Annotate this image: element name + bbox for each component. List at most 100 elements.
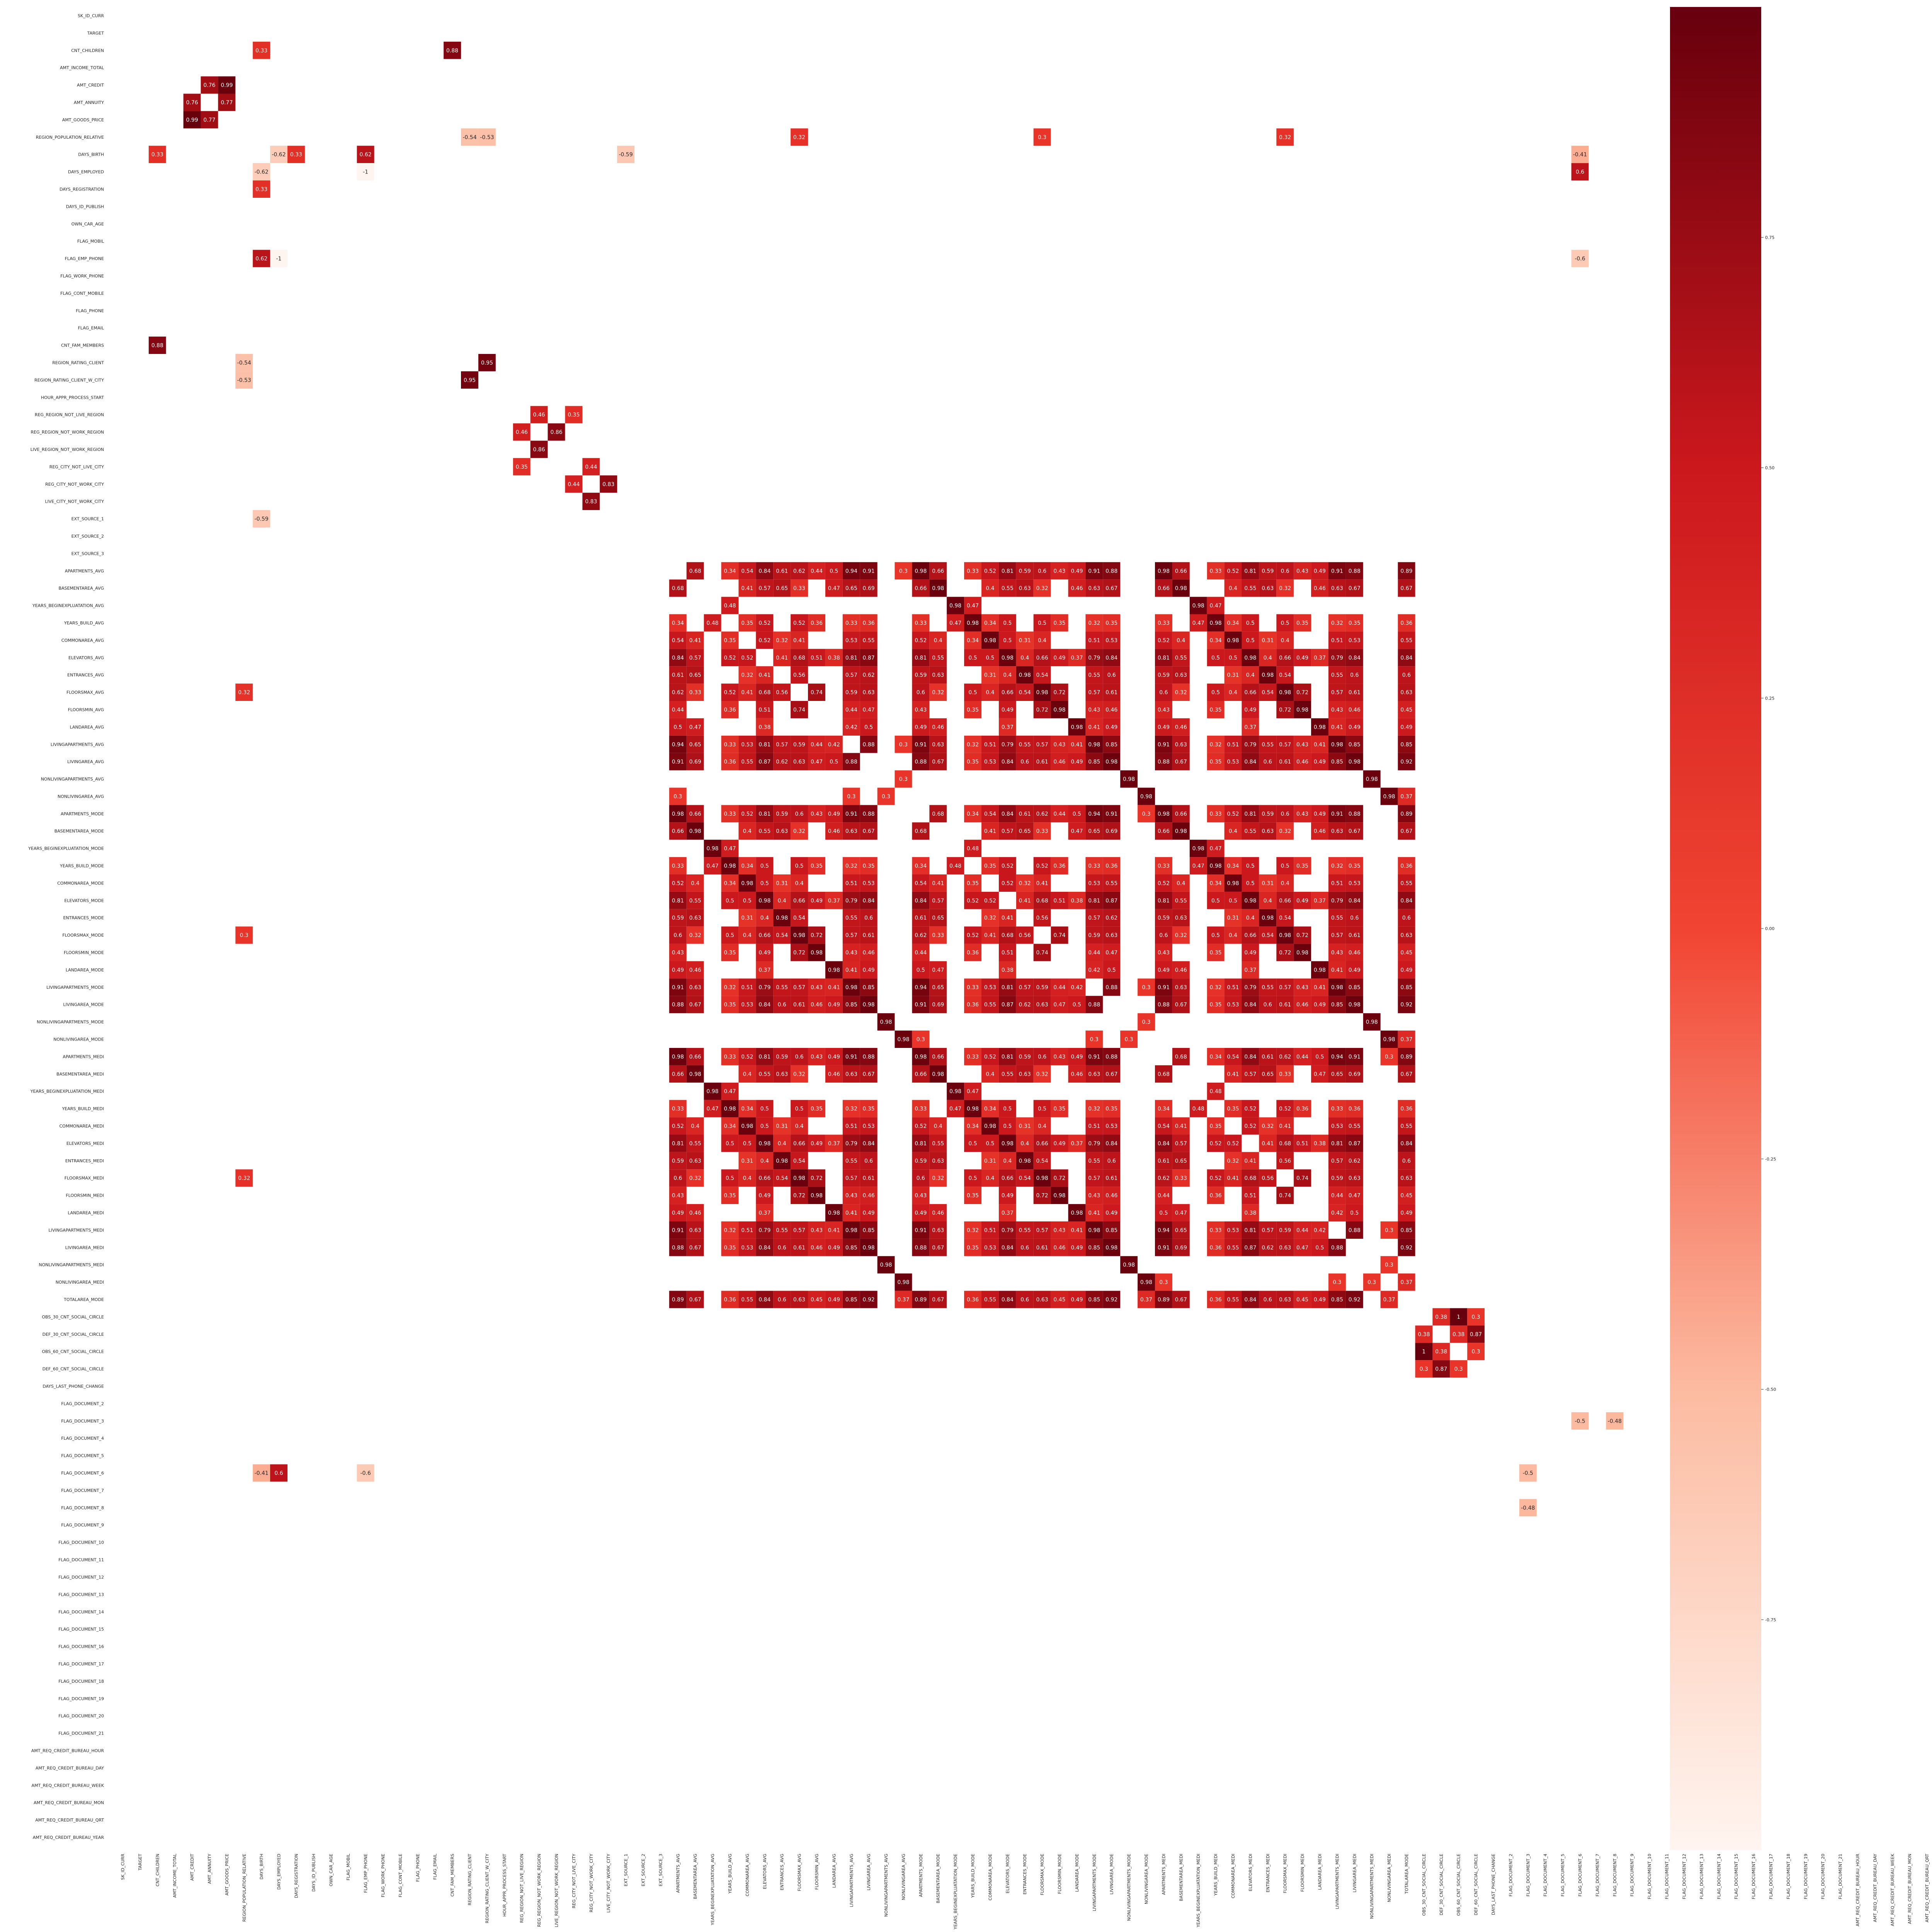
heatmap-cell [1085,718,1103,736]
heatmap-cell [1155,579,1172,597]
cell-value-label: 0.3 [899,742,908,748]
heatmap-cell [929,1117,947,1135]
heatmap-cell [669,701,687,718]
cell-value-label: 0.88 [1105,985,1117,991]
cell-value-label: 0.74 [811,690,823,696]
heatmap-cell [929,909,947,927]
heatmap-cell [825,753,843,770]
heatmap-cell [842,874,860,892]
cell-value-label: 0.51 [1002,950,1014,956]
x-tick-label: YEARS_BEGINEXPLUATATION_AVG [710,1854,715,1925]
x-tick-label: FLAG_DOCUMENT_21 [1838,1854,1843,1899]
y-tick-label: COMMONAREA_AVG [61,638,104,643]
heatmap-cell [1033,1117,1051,1135]
heatmap-cell [998,926,1016,944]
heatmap-cell [1398,926,1415,944]
heatmap-cell [756,891,774,909]
heatmap-cell [998,909,1016,927]
cell-value-label: 0.63 [1105,932,1117,939]
cell-value-label: 0.37 [1071,1141,1083,1147]
heatmap-cell [1242,909,1259,927]
cell-value-label: 0.41 [845,967,857,973]
cell-value-label: 0.66 [793,1141,805,1147]
heatmap-cell [738,996,756,1014]
heatmap-cell [1380,1048,1398,1065]
cell-value-label: 0.52 [1244,1123,1256,1129]
cell-value-label: 0.67 [1175,1297,1187,1303]
cell-value-label: 0.98 [863,1002,875,1008]
cell-value-label: 0.68 [759,690,770,696]
cell-value-label: 0.98 [759,1141,770,1147]
cell-value-label: 0.6 [795,811,803,817]
cell-value-label: 0.92 [1400,1245,1412,1251]
heatmap-cell [1311,718,1328,736]
y-tick-label: OBS_60_CNT_SOCIAL_CIRCLE [42,1349,104,1354]
cell-value-label: 0.3 [899,568,908,574]
cell-value-label: 0.51 [1296,1141,1308,1147]
cell-value-label: 0.41 [1262,1141,1274,1147]
heatmap-cell [669,926,687,944]
heatmap-cell [669,614,687,632]
cell-value-label: 0.59 [672,915,684,921]
heatmap-cell [773,909,791,927]
heatmap-cell [912,684,930,701]
heatmap-cell [669,1134,687,1152]
heatmap-cell [1016,1048,1034,1065]
heatmap-cell [686,1048,704,1065]
heatmap-cell [1328,701,1346,718]
cell-value-label: 0.48 [706,620,718,626]
heatmap-cell [1311,735,1328,753]
y-tick-label: REGION_RATING_CLIENT_W_CITY [34,378,104,383]
cell-value-label: 0.6 [1159,932,1168,939]
x-tick-label: FLAG_DOCUMENT_16 [1751,1854,1756,1899]
heatmap-cell [738,666,756,684]
cell-value-label: 0.92 [1349,1297,1361,1303]
heatmap-cell [912,718,930,736]
heatmap-cell [998,562,1016,580]
cell-value-label: 0.49 [1349,967,1361,973]
y-tick-label: FLAG_DOCUMENT_18 [58,1679,104,1684]
heatmap-cell [860,961,878,979]
cell-value-label: 0.98 [793,932,805,939]
heatmap-cell [860,562,878,580]
cell-value-label: 0.36 [1210,1193,1222,1199]
cell-value-label: 0.4 [986,690,994,696]
heatmap-cell [1103,1117,1121,1135]
heatmap-cell [1051,753,1068,770]
heatmap-cell [1068,822,1086,840]
cell-value-label: 0.4 [743,932,752,939]
heatmap-cell [1103,857,1121,874]
cell-value-label: 0.88 [446,48,458,54]
cell-value-label: 0.62 [915,932,927,939]
cell-value-label: 0.52 [1002,863,1014,869]
heatmap-cell [253,41,270,59]
cell-value-label: -0.41 [1573,152,1587,158]
cell-value-label: 0.49 [1105,724,1117,730]
cell-value-label: 0.34 [1210,638,1222,644]
cell-value-label: 0.68 [689,568,701,574]
cell-value-label: 0.3 [882,794,890,800]
heatmap-cell [1051,649,1068,667]
cell-value-label: 0.34 [967,638,979,644]
heatmap-cell [1294,857,1311,874]
heatmap-cell [842,926,860,944]
heatmap-cell [1172,978,1190,996]
cell-value-label: 0.55 [1002,1071,1014,1077]
cell-value-label: 0.51 [1088,1123,1100,1129]
heatmap-cell [756,579,774,597]
x-tick-label: AMT_GOODS_PRICE [224,1854,230,1895]
heatmap-cell [1155,805,1172,823]
cell-value-label: 0.5 [986,1141,994,1147]
cell-value-label: 0.41 [1036,880,1048,886]
cell-value-label: 0.57 [1088,690,1100,696]
heatmap-cell [860,666,878,684]
cell-value-label: 0.5 [1003,620,1012,626]
cell-annotations: 0.33 0.880.76 0.990.76 0.770.99 0.77-0.54 -0.… [151,48,1622,1511]
x-tick-label: CNT_FAM_MEMBERS [450,1854,455,1896]
heatmap-cell [929,874,947,892]
cell-value-label: 0.53 [984,985,996,991]
heatmap-cell [721,805,739,823]
heatmap-cell [1345,874,1363,892]
cell-value-label: 0.87 [863,655,875,661]
heatmap-cell [842,666,860,684]
